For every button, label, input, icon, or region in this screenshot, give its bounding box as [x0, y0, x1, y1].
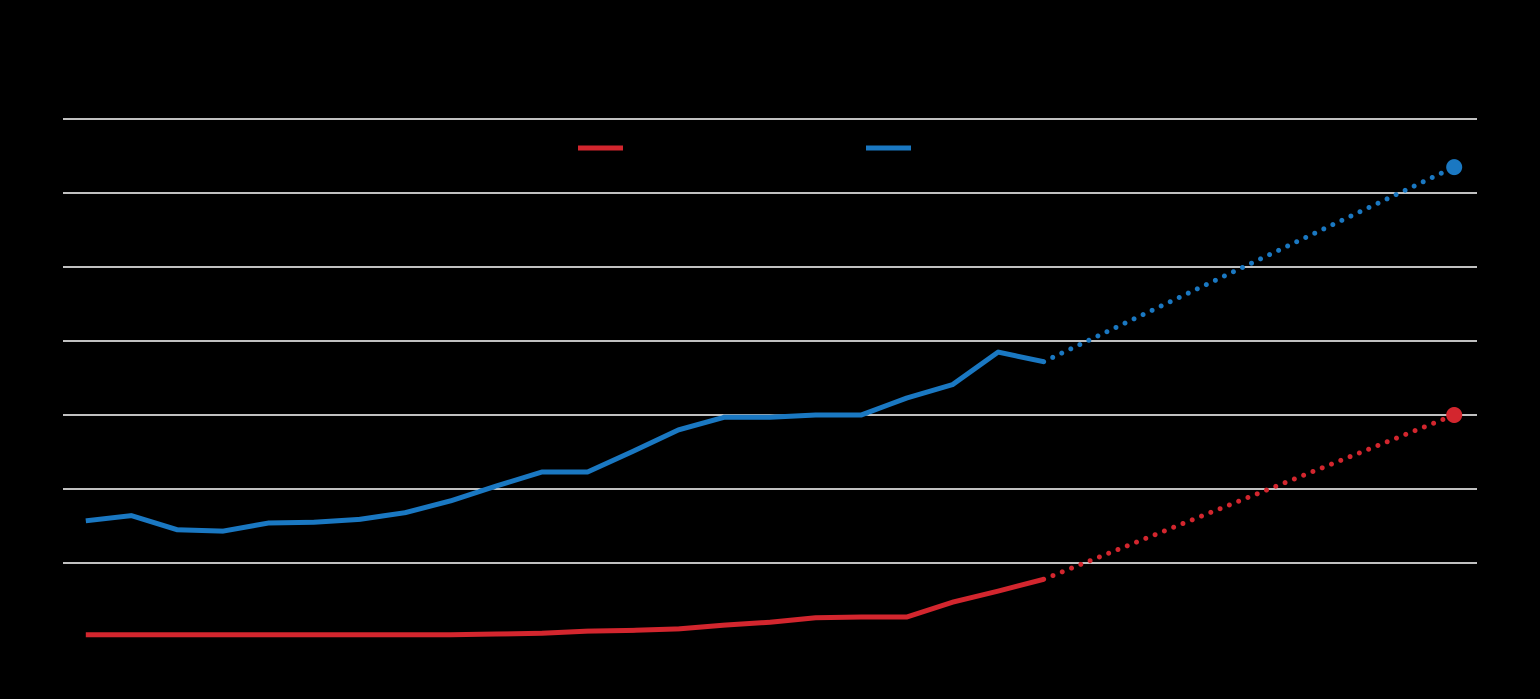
- projection-line: [1041, 164, 1457, 365]
- series-line: [85, 349, 1045, 534]
- projection-line: [1041, 412, 1457, 582]
- end-marker: [1446, 159, 1463, 176]
- end-marker: [1446, 407, 1463, 423]
- series-line: [85, 576, 1045, 638]
